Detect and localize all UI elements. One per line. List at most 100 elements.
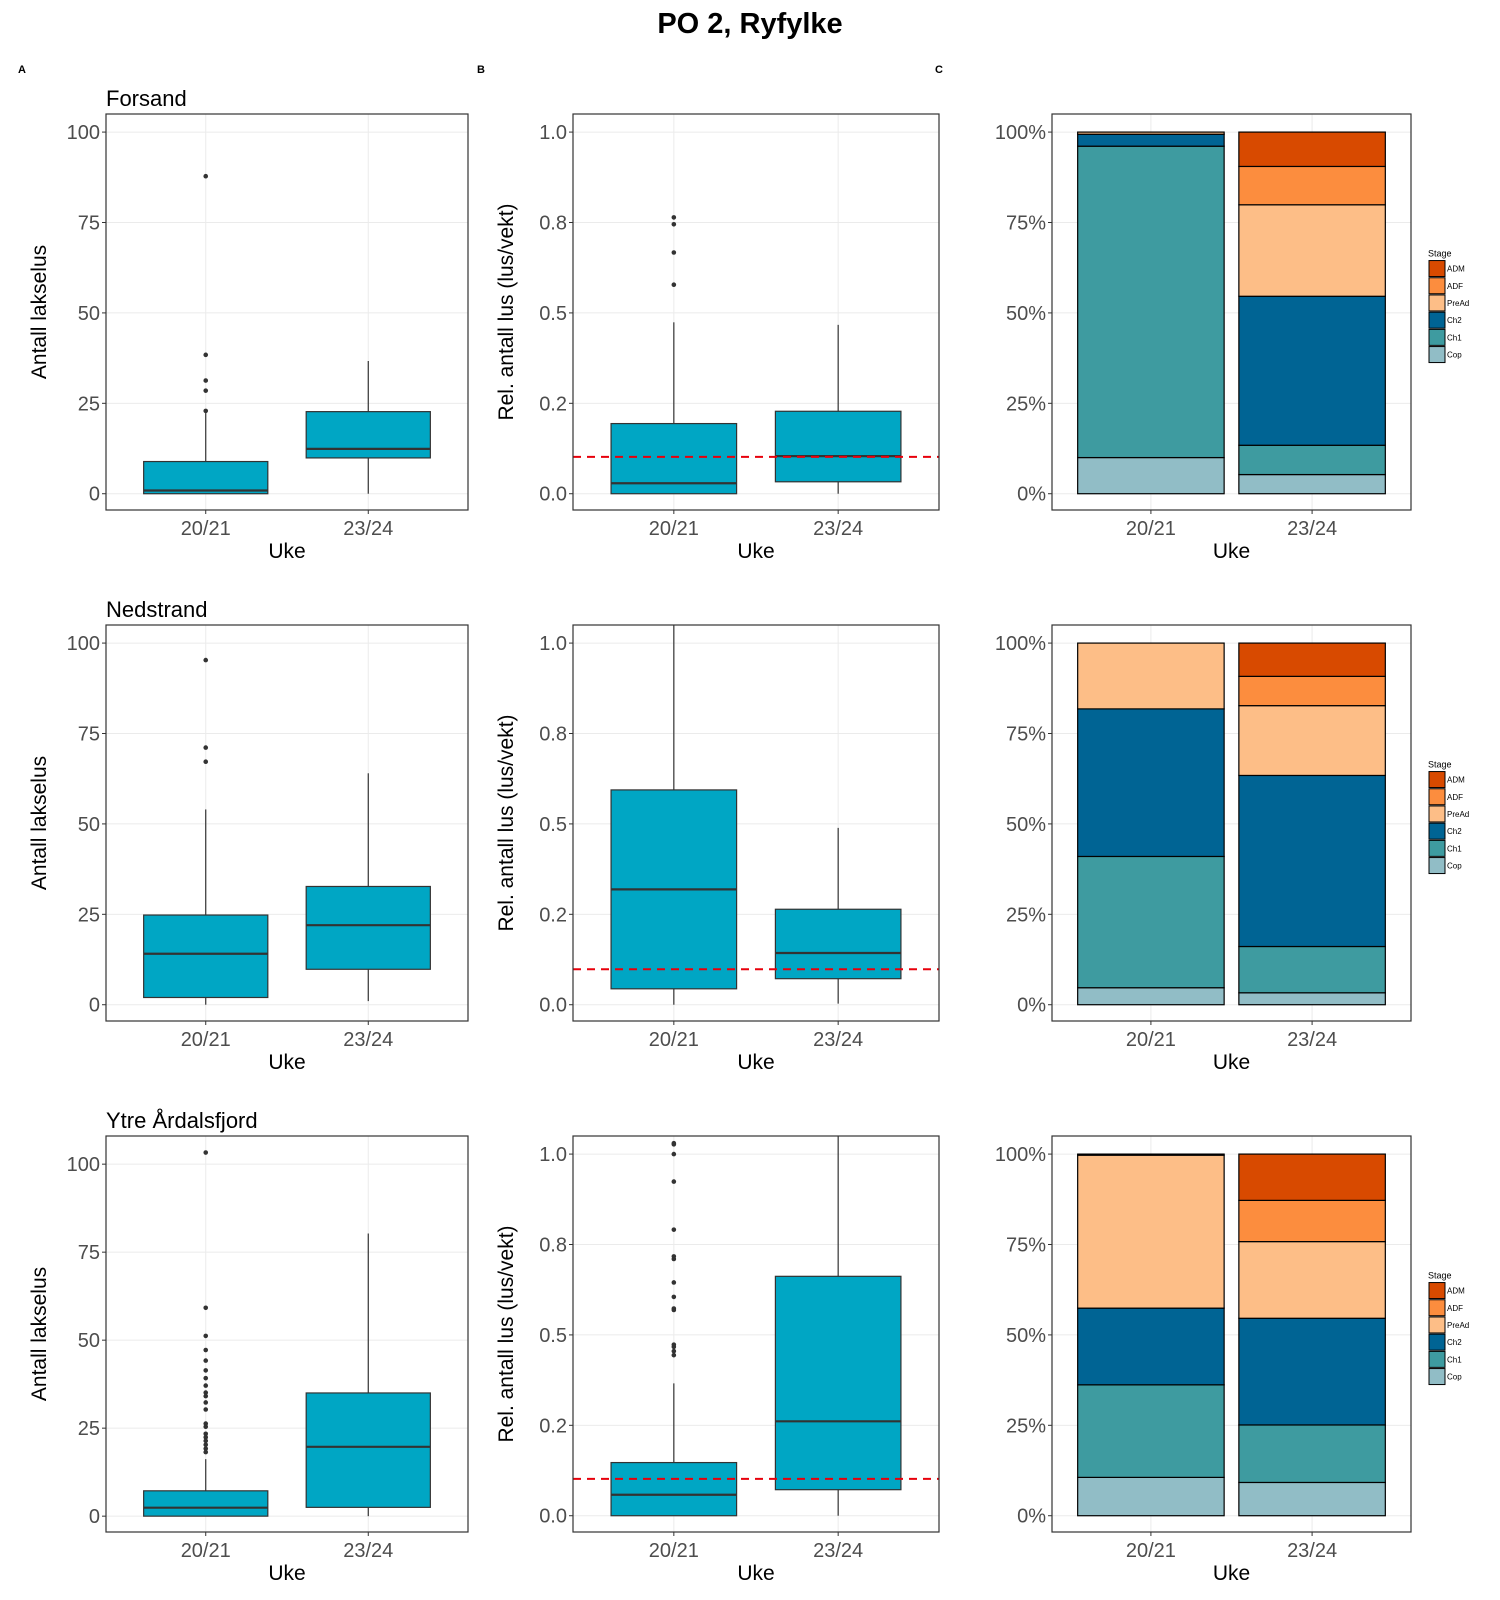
y-tick-label: 0.0 [539, 484, 567, 506]
y-tick-label: 0% [1017, 484, 1046, 506]
y-tick-label: 0.5 [539, 1325, 567, 1347]
plot-frame [105, 113, 469, 511]
stacked-bar-23-24 [1238, 131, 1386, 495]
plot-frame [105, 624, 469, 1022]
legend-swatch-adf [1428, 788, 1446, 806]
y-tick-label: 100% [995, 633, 1046, 655]
panel-b-row-3: 0.0 0.2 0.5 0.8 1.0 20/21 23/24 Uke Rel. antall … [495, 1135, 940, 1585]
outlier-point [203, 1305, 209, 1311]
y-tick-label: 25% [1006, 1415, 1046, 1437]
panel-tag-c: C [935, 64, 943, 76]
legend-swatch-adf [1428, 1299, 1446, 1317]
panel-b-row-1: 0.0 0.2 0.5 0.8 1.0 20/21 23/24 Uke Rel. antall … [495, 113, 940, 563]
outlier-point [203, 1333, 209, 1339]
outlier-point [203, 1375, 209, 1381]
box-body [774, 1275, 902, 1491]
x-tick-label: 20/21 [649, 1029, 699, 1051]
x-axis-label: Uke [1213, 540, 1250, 563]
legend-label-adm: ADM [1447, 776, 1465, 785]
y-tick-label: 0.2 [539, 904, 567, 926]
y-tick-label: 1.0 [539, 633, 567, 655]
panel-title: Forsand [106, 86, 187, 111]
panel-c-row-2: Stage ADM ADF PreAd Ch2 Ch1 Cop 0% 25% 50% 75% 100%… [995, 624, 1469, 1074]
outlier-point [203, 1400, 209, 1405]
x-axis-label: Uke [1213, 1562, 1250, 1585]
y-tick-label: 0.8 [539, 723, 567, 745]
box-body [305, 1392, 431, 1508]
y-axis-label: Rel. antall lus (lus/vekt) [495, 1225, 518, 1442]
legend-swatch-adf [1428, 277, 1446, 295]
panel-a-row-2: 0 25 50 75 100 20/21 23/24 Uke Antall lakselus Ne… [28, 597, 469, 1074]
outlier-point [203, 408, 209, 414]
bar-segment-ch1 [1077, 145, 1225, 459]
y-tick-label: 25% [1006, 393, 1046, 415]
bar-segment-adm [1238, 131, 1386, 168]
outlier-point [671, 1294, 677, 1300]
x-axis-label: Uke [268, 1562, 305, 1585]
bar-segment-ch1 [1077, 1384, 1225, 1478]
legend: Stage ADM ADF PreAd Ch2 Ch1 Cop [1428, 249, 1469, 364]
plot-frame [572, 1135, 940, 1533]
bar-segment-pread [1238, 1240, 1386, 1319]
bar-segment-pread [1077, 1154, 1225, 1309]
bar-segment-pread [1077, 642, 1225, 710]
bar-segment-ch1 [1238, 945, 1386, 994]
y-tick-label: 50% [1006, 814, 1046, 836]
legend-label-pread: PreAd [1447, 1321, 1469, 1330]
x-tick-label: 23/24 [813, 1540, 863, 1562]
legend-label-ch1: Ch1 [1447, 844, 1462, 853]
legend: Stage ADM ADF PreAd Ch2 Ch1 Cop [1428, 760, 1469, 875]
x-tick-label: 23/24 [343, 1540, 393, 1562]
legend-label-ch2: Ch2 [1447, 827, 1462, 836]
y-tick-label: 25 [78, 904, 100, 926]
outlier-point [203, 173, 209, 179]
bar-segment-cop [1238, 992, 1386, 1006]
bar-segment-ch2 [1238, 1317, 1386, 1426]
x-tick-label: 23/24 [1287, 518, 1337, 540]
legend-swatch-ch2 [1428, 1333, 1446, 1351]
legend-swatch-cop [1428, 346, 1446, 364]
box-body [143, 914, 269, 999]
outlier-point [203, 1383, 209, 1388]
outlier-point [203, 1390, 209, 1395]
panel-c-row-1: Stage ADM ADF PreAd Ch2 Ch1 Cop 0% 25% 50% 75% 100%… [995, 113, 1469, 563]
box-body [774, 908, 902, 980]
y-tick-label: 75% [1006, 723, 1046, 745]
y-tick-label: 0.2 [539, 1415, 567, 1437]
box-20-21 [610, 1140, 738, 1517]
bar-segment-adm [1238, 1153, 1386, 1201]
box-20-21 [610, 215, 738, 495]
legend-label-ch2: Ch2 [1447, 1338, 1462, 1347]
plot-frame [572, 113, 940, 511]
outlier-point [203, 1393, 209, 1399]
panel-a-row-3: 0 25 50 75 100 20/21 23/24 Uke Antall lakselus Yt… [28, 1108, 469, 1585]
bar-segment-adf [1238, 1199, 1386, 1243]
box-23-24 [305, 1233, 431, 1517]
legend-label-adm: ADM [1447, 265, 1465, 274]
panel-tag-b: B [477, 64, 485, 76]
stacked-bar-20-21 [1077, 642, 1225, 1006]
legend-swatch-pread [1428, 294, 1446, 312]
y-tick-label: 25% [1006, 904, 1046, 926]
outlier-point [671, 1307, 677, 1313]
outlier-point [671, 1142, 677, 1147]
x-tick-label: 20/21 [1126, 1029, 1176, 1051]
stacked-bar-20-21 [1077, 131, 1225, 495]
box-20-21 [143, 1150, 269, 1517]
outlier-point [203, 657, 209, 663]
outlier-point [203, 1407, 209, 1412]
legend-swatch-ch2 [1428, 311, 1446, 329]
box-body [143, 460, 269, 495]
outlier-point [203, 1368, 209, 1373]
bar-segment-ch1 [1238, 444, 1386, 476]
outlier-point [203, 1435, 209, 1440]
x-tick-label: 20/21 [181, 518, 231, 540]
y-tick-label: 0% [1017, 1506, 1046, 1528]
y-tick-label: 100 [67, 122, 100, 144]
outlier-point [671, 1227, 677, 1232]
y-tick-label: 25 [78, 393, 100, 415]
legend-swatch-pread [1428, 805, 1446, 823]
outlier-point [203, 1424, 209, 1430]
figure-title: PO 2, Ryfylke [657, 8, 843, 40]
